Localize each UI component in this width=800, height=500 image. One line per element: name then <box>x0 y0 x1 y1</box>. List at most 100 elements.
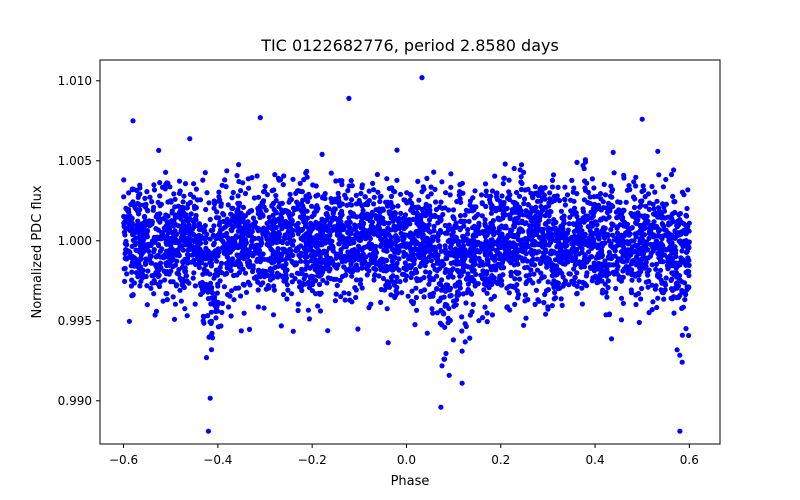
data-point <box>279 239 286 246</box>
data-point <box>294 199 300 205</box>
data-point <box>660 184 667 190</box>
data-point <box>621 175 627 181</box>
data-point <box>262 183 268 189</box>
data-point <box>135 194 141 200</box>
data-point <box>289 218 295 224</box>
data-point <box>599 240 605 247</box>
data-point <box>229 195 235 201</box>
data-point <box>287 191 293 197</box>
data-point <box>177 287 183 293</box>
data-point <box>350 236 356 242</box>
data-point <box>501 208 507 214</box>
data-point <box>470 242 476 248</box>
data-point <box>126 190 132 196</box>
data-point <box>486 277 492 283</box>
data-point <box>443 190 449 196</box>
data-point <box>431 169 437 175</box>
data-point <box>649 183 655 190</box>
data-point <box>461 223 467 229</box>
data-point <box>591 263 597 269</box>
data-point <box>317 254 323 261</box>
data-point <box>626 183 632 189</box>
data-point <box>376 225 382 231</box>
data-point <box>229 288 235 294</box>
data-point <box>656 172 662 178</box>
data-point <box>439 205 445 211</box>
data-point <box>234 211 240 217</box>
data-point <box>388 274 394 281</box>
data-point <box>568 208 574 214</box>
data-point <box>224 168 230 174</box>
data-point <box>360 234 366 240</box>
data-point <box>174 258 180 264</box>
data-point <box>369 209 375 215</box>
data-point <box>654 304 660 311</box>
data-point <box>143 273 149 280</box>
data-point <box>572 275 578 281</box>
data-point <box>246 326 253 332</box>
data-point <box>359 213 365 219</box>
data-point <box>400 222 406 229</box>
data-point <box>459 348 465 354</box>
data-point <box>483 238 489 244</box>
data-point <box>506 196 512 203</box>
data-point <box>534 230 540 236</box>
data-point <box>447 192 453 198</box>
data-point <box>496 231 502 237</box>
data-point <box>610 262 617 268</box>
data-point <box>518 162 525 168</box>
data-point <box>378 193 384 199</box>
data-point <box>334 282 340 289</box>
data-point <box>523 315 529 321</box>
data-point <box>489 203 495 209</box>
data-point <box>371 231 377 237</box>
data-point <box>517 228 524 234</box>
data-point <box>371 265 377 272</box>
data-point <box>387 238 393 244</box>
data-point <box>372 272 378 278</box>
data-point <box>663 176 669 183</box>
data-point <box>589 223 596 229</box>
data-point <box>129 269 135 275</box>
data-point <box>189 252 195 258</box>
data-point <box>191 270 197 276</box>
data-point <box>250 263 256 269</box>
data-point <box>207 216 213 223</box>
data-point <box>497 255 503 261</box>
data-point <box>571 205 578 211</box>
data-point <box>550 262 556 268</box>
data-point <box>636 272 642 278</box>
data-point <box>677 428 683 434</box>
data-point <box>301 177 307 183</box>
data-point <box>157 279 163 285</box>
data-point <box>545 279 551 285</box>
data-point <box>583 273 590 279</box>
data-point <box>639 233 645 239</box>
data-point <box>302 218 308 224</box>
data-point <box>300 203 306 209</box>
data-point <box>214 290 220 296</box>
data-point <box>532 248 538 254</box>
data-point <box>512 201 518 207</box>
data-point <box>169 210 175 216</box>
data-point <box>384 306 390 312</box>
data-point <box>155 252 161 258</box>
data-point <box>602 192 609 198</box>
data-point <box>608 227 614 233</box>
x-tick-label: 0.0 <box>397 453 416 467</box>
data-point <box>454 258 461 264</box>
data-point <box>128 283 134 289</box>
data-point <box>462 321 468 327</box>
data-point <box>192 283 198 289</box>
data-point <box>172 301 178 307</box>
data-point <box>671 167 677 173</box>
data-point <box>203 262 209 268</box>
data-point <box>543 249 549 255</box>
data-point <box>271 287 277 293</box>
data-point <box>344 220 350 226</box>
data-point <box>164 262 170 269</box>
data-point <box>566 237 572 243</box>
data-point <box>581 166 587 172</box>
data-point <box>446 372 452 378</box>
data-point <box>251 275 257 281</box>
